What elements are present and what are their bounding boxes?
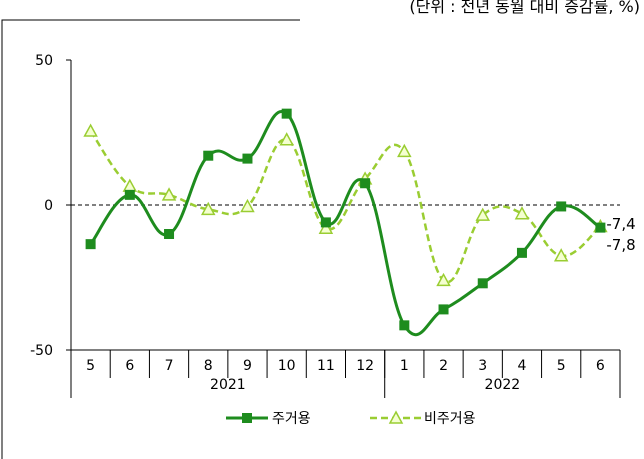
year-label: 2022 <box>485 377 521 393</box>
data-point <box>83 123 98 137</box>
data-point <box>279 132 294 146</box>
x-tick-label: 11 <box>317 358 335 374</box>
data-point <box>240 198 255 213</box>
x-tick-label: 8 <box>204 358 213 374</box>
x-tick-label: 2 <box>439 358 448 374</box>
data-point <box>595 222 606 233</box>
y-tick-label: 0 <box>44 198 53 214</box>
x-tick-label: 6 <box>125 358 134 374</box>
legend-label-residential: 주거용 <box>272 411 311 427</box>
data-point <box>475 207 491 221</box>
data-point <box>318 220 334 234</box>
data-point <box>203 150 214 161</box>
x-tick-label: 10 <box>278 358 296 374</box>
data-point <box>320 217 331 228</box>
series-line-residential <box>89 110 602 337</box>
x-tick-label: 3 <box>478 358 487 374</box>
x-tick-label: 6 <box>596 358 605 374</box>
data-point <box>553 248 569 262</box>
x-tick-label: 4 <box>518 358 527 374</box>
unit-note: (단위 : 전년 동월 대비 증감률, %) <box>409 0 640 16</box>
data-point <box>242 153 253 164</box>
data-point <box>556 201 567 212</box>
data-point <box>514 206 530 220</box>
data-point <box>438 304 449 315</box>
x-tick-label: 9 <box>243 358 252 374</box>
x-tick-label: 12 <box>356 358 374 374</box>
series-line-nonresidential <box>89 130 602 284</box>
data-point <box>200 201 216 216</box>
legend-label-nonresidential: 비주거용 <box>424 411 476 427</box>
data-point <box>85 239 96 250</box>
data-point <box>161 187 177 201</box>
data-point <box>124 189 135 200</box>
data-point <box>397 143 412 158</box>
data-point <box>399 320 410 331</box>
end-value-label: -7,4 <box>606 215 635 233</box>
y-tick-label: 50 <box>35 53 53 69</box>
data-point <box>164 229 175 239</box>
data-point <box>436 272 451 287</box>
data-point <box>516 247 527 258</box>
data-point <box>360 178 371 189</box>
end-value-label: -7,8 <box>606 236 635 254</box>
x-tick-label: 1 <box>400 358 409 374</box>
y-tick-label: -50 <box>30 343 53 359</box>
x-tick-label: 5 <box>86 358 95 374</box>
data-point <box>477 278 488 289</box>
year-label: 2021 <box>210 377 246 393</box>
legend-marker-nonresidential <box>388 410 404 424</box>
chart-frame <box>1 19 300 459</box>
data-point <box>281 108 292 119</box>
x-tick-label: 5 <box>557 358 566 374</box>
legend-marker-residential <box>242 413 252 423</box>
x-tick-label: 7 <box>165 358 174 374</box>
